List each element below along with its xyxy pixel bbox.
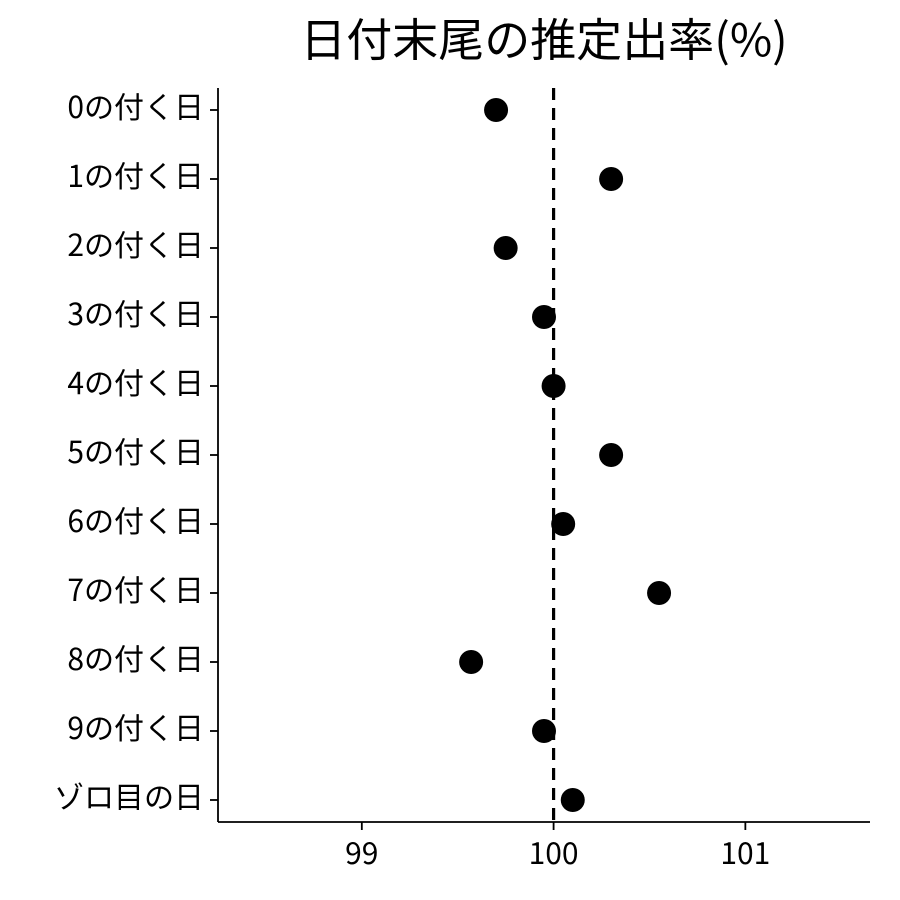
data-point	[561, 788, 585, 812]
data-point	[599, 443, 623, 467]
chart-title: 日付末尾の推定出率(%)	[300, 4, 787, 70]
data-point	[551, 512, 575, 536]
x-tick-label: 99	[345, 829, 378, 873]
y-tick-label: ゾロ目の日	[54, 773, 204, 817]
y-tick-label: 2の付く日	[67, 221, 204, 265]
date-digit-rate-chart: 日付末尾の推定出率(%) 0の付く日 1の付く日 2の付く日 3の付く日 4の付く日 5の付…	[0, 0, 900, 900]
y-tick-label: 3の付く日	[67, 290, 204, 334]
x-tick-label: 101	[720, 829, 770, 873]
y-tick-label: 4の付く日	[67, 359, 204, 403]
data-point	[459, 650, 483, 674]
x-tick-label: 100	[529, 829, 579, 873]
data-point	[532, 305, 556, 329]
data-point	[494, 236, 518, 260]
y-tick-label: 8の付く日	[67, 635, 204, 679]
y-tick-label: 7の付く日	[67, 566, 204, 610]
data-point	[484, 98, 508, 122]
y-tick-label: 1の付く日	[67, 152, 204, 196]
data-point	[532, 719, 556, 743]
y-tick-label: 9の付く日	[67, 704, 204, 748]
y-tick-label: 5の付く日	[67, 428, 204, 472]
y-tick-label: 6の付く日	[67, 497, 204, 541]
data-point	[599, 167, 623, 191]
data-point	[542, 374, 566, 398]
y-tick-label: 0の付く日	[67, 83, 204, 127]
data-point	[647, 581, 671, 605]
